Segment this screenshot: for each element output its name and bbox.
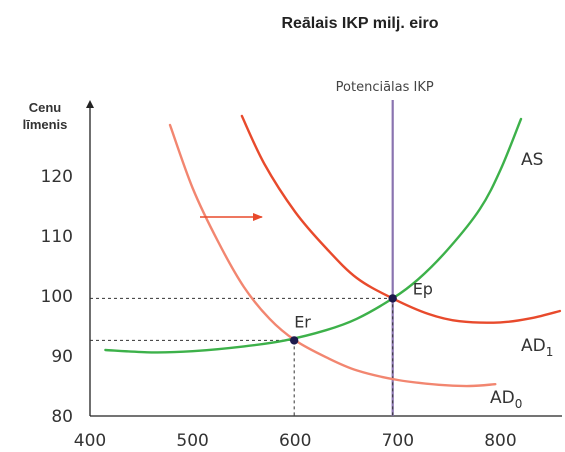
x-tick-700: 700 [382,431,414,451]
x-tick-500: 500 [176,431,208,451]
curve-ad0 [168,123,497,388]
guide-lines [90,297,394,416]
x-tick-400: 400 [74,431,106,451]
y-tick-120: 120 [41,167,73,187]
curve-as [104,117,523,354]
curves [104,114,562,388]
x-tick-labels: 400 500 600 700 800 [74,431,517,451]
curve-label-ad0: AD0 [490,388,522,411]
point-label-er: Er [294,312,311,331]
point-label-ep: Ep [413,279,433,298]
equilibrium-points: Ep Er [289,279,433,345]
y-tick-labels: 80 90 100 110 120 [41,167,73,427]
y-tick-80: 80 [51,407,73,427]
x-tick-800: 800 [484,431,516,451]
curve-labels: AS AD1 AD0 [490,150,553,411]
y-tick-90: 90 [51,347,73,367]
y-axis-label-line1: Cenu [29,100,62,115]
y-axis-label-line2: līmenis [23,117,68,132]
y-tick-110: 110 [41,227,73,247]
chart-title: Reālais IKP milj. eiro [281,15,438,32]
point-er [289,336,299,345]
point-ep [388,294,397,303]
curve-label-ad1: AD1 [521,336,553,359]
x-tick-600: 600 [279,431,311,451]
curve-label-as: AS [521,150,543,170]
y-tick-100: 100 [41,287,73,307]
potential-gdp-label: Potenciālas IKP [336,80,434,95]
